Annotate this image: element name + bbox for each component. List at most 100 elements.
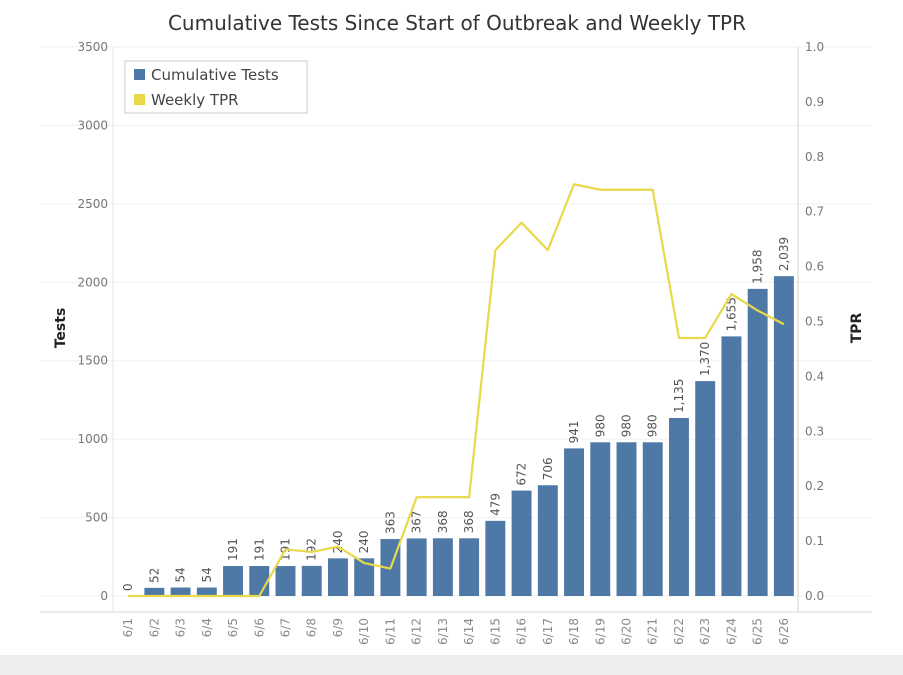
x-tick-label: 6/5 (226, 618, 240, 637)
x-tick-label: 6/15 (488, 618, 502, 645)
data-label: 240 (357, 530, 371, 553)
data-label: 192 (305, 538, 319, 561)
x-tick-label: 6/1 (121, 618, 135, 637)
axes (40, 47, 872, 613)
legend-swatch-weekly-tpr (134, 94, 145, 105)
bar (721, 336, 742, 596)
x-tick-label: 6/13 (436, 618, 450, 645)
x-tick-label: 6/4 (200, 618, 214, 637)
y-axis-label: Tests (53, 308, 69, 349)
x-tick-label: 6/10 (357, 618, 371, 645)
y2-axis-label: TPR (849, 312, 865, 343)
x-tick-label: 6/7 (279, 618, 293, 637)
x-tick-label: 6/16 (515, 618, 529, 645)
legend-label-weekly-tpr: Weekly TPR (151, 91, 239, 109)
data-label: 0 (121, 583, 135, 591)
data-label: 980 (593, 414, 607, 437)
data-label: 191 (226, 538, 240, 561)
bar (249, 566, 270, 596)
bar (616, 442, 637, 596)
legend-box (124, 60, 308, 114)
x-tick-label: 6/17 (541, 618, 555, 645)
bar (275, 566, 296, 596)
data-label: 706 (541, 457, 555, 480)
y2-axis-ticks: 0.0 0.1 0.2 0.3 0.4 0.5 0.6 0.7 0.8 0.9 1.0 (805, 40, 824, 603)
y2-tick-label: 0.3 (805, 424, 824, 438)
bar (354, 558, 375, 596)
data-label: 980 (646, 414, 660, 437)
x-tick-label: 6/24 (724, 618, 738, 645)
x-tick-label: 6/20 (620, 618, 634, 645)
x-axis-ticks: 6/1 6/2 6/3 6/4 6/5 6/6 6/7 6/8 6/9 6/10 6/11 6/12 6… (121, 618, 791, 645)
data-label: 54 (174, 567, 188, 582)
y2-tick-label: 0.4 (805, 369, 824, 383)
bar-series (144, 276, 794, 596)
x-tick-label: 6/11 (383, 618, 397, 645)
bar (144, 587, 165, 596)
bar (327, 558, 348, 596)
data-label: 1,958 (751, 250, 765, 284)
y-tick-label: 1000 (77, 432, 108, 446)
legend-label-cumulative-tests: Cumulative Tests (151, 66, 279, 84)
gridlines (40, 46, 872, 597)
bar (432, 538, 453, 596)
bar (695, 381, 716, 596)
y2-tick-label: 1.0 (805, 40, 824, 54)
bar (642, 442, 663, 596)
bar (223, 566, 244, 596)
bar (170, 587, 191, 596)
data-label: 479 (488, 493, 502, 516)
x-tick-label: 6/9 (331, 618, 345, 637)
data-label: 980 (620, 414, 634, 437)
data-label: 367 (410, 511, 424, 534)
y-tick-label: 2000 (77, 275, 108, 289)
x-tick-label: 6/18 (567, 618, 581, 645)
y-tick-label: 3000 (77, 118, 108, 132)
bottom-band (0, 655, 903, 675)
bar (773, 276, 794, 596)
y2-tick-label: 0.5 (805, 315, 824, 329)
chart-title: Cumulative Tests Since Start of Outbreak… (168, 11, 746, 35)
x-tick-label: 6/25 (751, 618, 765, 645)
x-tick-label: 6/2 (147, 618, 161, 637)
data-label: 368 (436, 510, 450, 533)
legend: Cumulative Tests Weekly TPR (124, 60, 308, 114)
data-label: 2,039 (777, 237, 791, 271)
y2-tick-label: 0.8 (805, 150, 824, 164)
bar (747, 288, 768, 596)
data-label: 672 (515, 463, 529, 486)
data-label: 1,135 (672, 379, 686, 413)
data-label: 941 (567, 420, 581, 443)
data-label: 1,370 (698, 342, 712, 376)
bar (406, 538, 427, 596)
bar (301, 565, 322, 596)
x-tick-label: 6/6 (252, 618, 266, 637)
data-label: 1,655 (724, 297, 738, 331)
y2-tick-label: 0.9 (805, 95, 824, 109)
x-tick-label: 6/12 (410, 618, 424, 645)
y2-tick-label: 0.1 (805, 534, 824, 548)
bar (537, 485, 558, 596)
bar (485, 520, 506, 596)
bar (511, 490, 532, 596)
y-axis-ticks: 0 500 1000 1500 2000 2500 3000 3500 (77, 40, 108, 603)
y2-tick-label: 0.6 (805, 260, 824, 274)
data-label: 191 (252, 538, 266, 561)
x-tick-label: 6/23 (698, 618, 712, 645)
bar (459, 538, 480, 596)
bar (196, 587, 217, 596)
y2-tick-label: 0.2 (805, 479, 824, 493)
y-tick-label: 1500 (77, 354, 108, 368)
data-label: 368 (462, 510, 476, 533)
y-tick-label: 0 (100, 589, 108, 603)
x-tick-label: 6/19 (593, 618, 607, 645)
y-tick-label: 500 (85, 511, 108, 525)
x-tick-label: 6/14 (462, 618, 476, 645)
data-label: 54 (200, 567, 214, 582)
bar (668, 417, 689, 596)
y2-tick-label: 0.0 (805, 589, 824, 603)
data-label: 52 (147, 568, 161, 583)
line-series (128, 183, 785, 598)
